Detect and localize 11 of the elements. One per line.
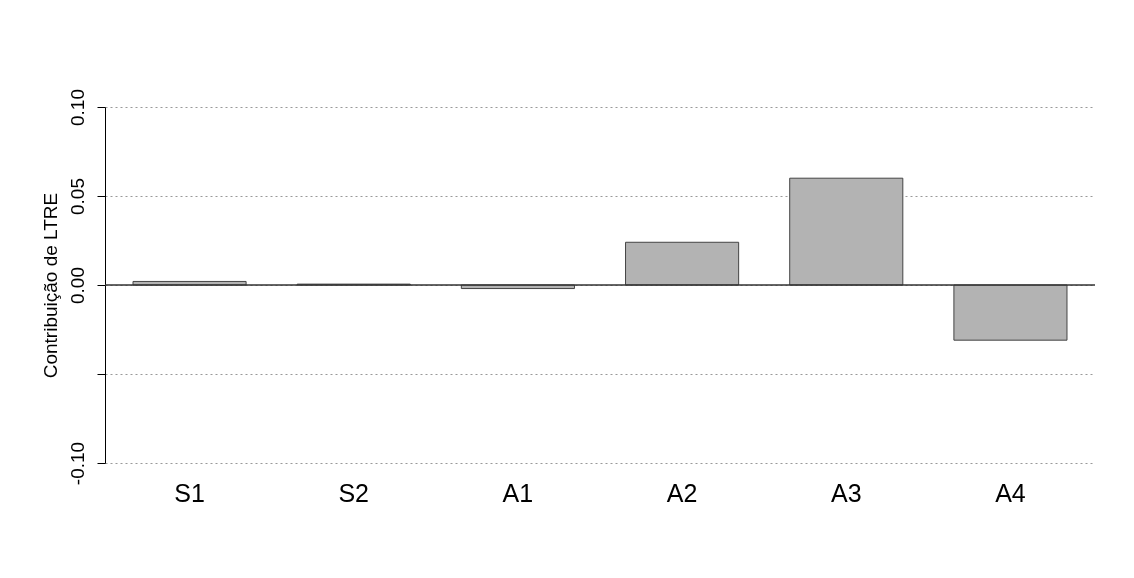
x-tick-label: S2 [338,478,370,507]
x-tick-label: A4 [995,478,1026,507]
y-tick-label: 0.00 [66,267,88,304]
y-axis-title: Contribuição de LTRE [39,192,61,379]
y-tick-label: -0.10 [66,441,88,486]
x-tick-label: A3 [830,478,862,507]
x-tick-label: A1 [502,478,534,507]
y-tick-label: 0.05 [66,178,88,215]
x-tick-label: S1 [174,478,205,507]
x-tick-label: A2 [666,478,698,507]
y-tick-label: 0.10 [66,89,88,126]
